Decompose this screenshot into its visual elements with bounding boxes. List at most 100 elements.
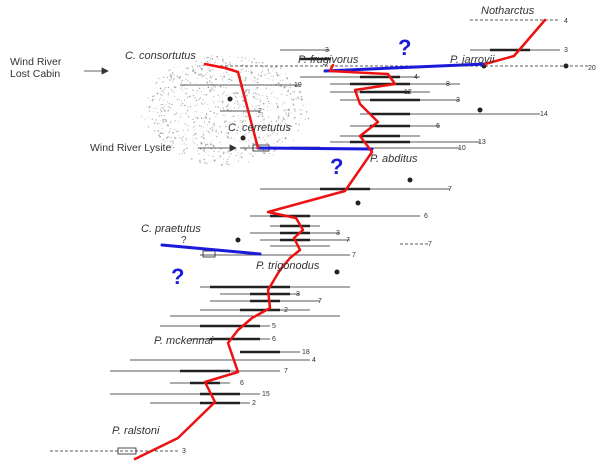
- stipple-dot: [286, 94, 288, 97]
- stipple-dot: [202, 136, 204, 138]
- stipple-dot: [205, 93, 208, 96]
- stipple-dot: [279, 138, 281, 141]
- stipple-dot: [163, 76, 165, 78]
- stipple-dot: [230, 137, 233, 139]
- stipple-dot: [207, 67, 209, 69]
- stipple-dot: [275, 102, 278, 105]
- stipple-dot: [275, 72, 278, 74]
- stipple-dot: [288, 89, 289, 91]
- stipple-dot: [203, 131, 205, 133]
- stipple-dot: [209, 60, 211, 62]
- stipple-dot: [234, 91, 237, 94]
- stipple-dot: [265, 87, 268, 89]
- stipple-dot: [230, 153, 232, 155]
- stipple-dot: [170, 77, 173, 80]
- stipple-dot: [260, 103, 262, 105]
- stipple-dot: [201, 67, 203, 70]
- stipple-dot: [220, 131, 223, 134]
- stipple-dot: [214, 85, 216, 87]
- stipple-dot: [227, 151, 229, 153]
- stipple-dot: [287, 114, 290, 117]
- stipple-dot: [183, 152, 186, 154]
- stipple-dot: [245, 85, 246, 87]
- stipple-dot: [227, 109, 229, 111]
- stipple-dot: [187, 125, 189, 127]
- stipple-dot: [299, 109, 301, 111]
- stipple-dot: [202, 133, 205, 136]
- stipple-dot: [263, 152, 266, 155]
- stipple-dot: [248, 91, 250, 93]
- stipple-dot: [237, 103, 239, 105]
- stipple-dot: [176, 99, 178, 101]
- stipple-dot: [254, 97, 256, 99]
- stipple-dot: [218, 132, 220, 134]
- stipple-dot: [193, 121, 195, 124]
- stipple-dot: [223, 121, 226, 123]
- stipple-dot: [175, 137, 177, 139]
- stipple-dot: [211, 100, 213, 102]
- stipple-dot: [202, 99, 204, 101]
- stipple-dot: [288, 112, 290, 115]
- stipple-dot: [203, 158, 205, 161]
- stipple-dot: [273, 150, 275, 152]
- stipple-dot: [215, 130, 217, 132]
- stipple-dot: [171, 147, 173, 149]
- stipple-dot: [162, 118, 165, 121]
- stipple-dot: [242, 99, 244, 102]
- stipple-dot: [159, 122, 161, 124]
- range-segments: [180, 48, 530, 405]
- stipple-dot: [260, 71, 262, 73]
- stipple-dot: [257, 115, 260, 118]
- stipple-dot: [253, 79, 255, 82]
- stipple-dot: [194, 60, 196, 62]
- stipple-dot: [153, 95, 156, 97]
- stipple-dot: [193, 142, 196, 145]
- stipple-dot: [252, 95, 255, 98]
- stipple-dot: [228, 64, 230, 66]
- stipple-dot: [228, 137, 230, 139]
- stipple-dot: [219, 125, 221, 128]
- stipple-dot: [162, 132, 165, 135]
- stipple-dot: [225, 62, 227, 64]
- stipple-dot: [267, 135, 269, 137]
- stipple-dot: [231, 63, 233, 65]
- count-label: 5: [272, 323, 276, 330]
- stipple-dot: [294, 116, 296, 119]
- stipple-dot: [152, 96, 154, 98]
- stipple-dot: [290, 98, 293, 100]
- stipple-dot: [270, 93, 272, 95]
- stipple-dot: [216, 56, 219, 58]
- stipple-dot: [236, 97, 238, 99]
- stipple-dot: [223, 108, 225, 110]
- stipple-dot: [153, 122, 156, 125]
- stipple-dot: [166, 146, 169, 149]
- label-notharctus: Notharctus: [481, 5, 535, 17]
- stipple-dot: [273, 76, 274, 78]
- stipple-dot: [243, 76, 245, 78]
- stipple-dot: [159, 135, 161, 138]
- stipple-dot: [180, 137, 183, 140]
- question-mark-3: ?: [171, 264, 184, 289]
- label-p-mckennai: P. mckennai: [154, 335, 214, 347]
- stipple-dot: [222, 103, 224, 105]
- stipple-dot: [213, 124, 216, 127]
- stipple-dot: [267, 68, 270, 71]
- stipple-dot: [282, 79, 284, 81]
- stipple-dot: [203, 150, 206, 153]
- stipple-dot: [288, 125, 290, 128]
- stipple-dot: [242, 80, 244, 82]
- stipple-dot: [263, 118, 265, 120]
- stipple-dot: [271, 75, 273, 77]
- stipple-dot: [262, 62, 264, 64]
- stipple-dot: [185, 92, 187, 95]
- stipple-dot: [194, 133, 196, 135]
- stipple-dot: [214, 113, 216, 114]
- stipple-dot: [284, 73, 287, 75]
- stipple-dot: [228, 81, 230, 83]
- stipple-dot: [259, 126, 262, 128]
- stipple-dot: [149, 99, 151, 101]
- count-label: 3: [336, 230, 340, 237]
- stipple-dot: [240, 68, 243, 71]
- stipple-dot: [265, 142, 267, 144]
